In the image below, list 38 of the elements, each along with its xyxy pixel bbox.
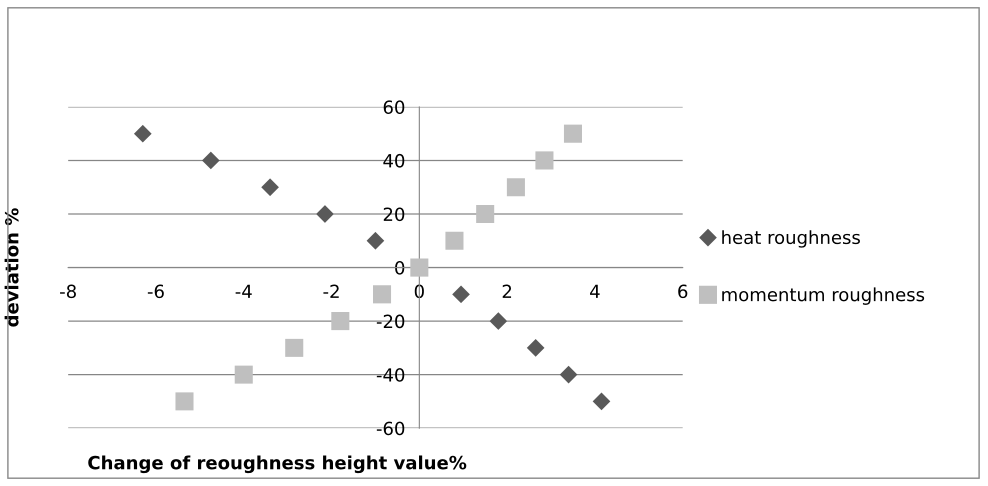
y-tick-label: -60 bbox=[376, 422, 404, 436]
x-tick-label: 6 bbox=[678, 284, 688, 298]
y-tick-label: 60 bbox=[384, 100, 404, 114]
y-tick-label: -40 bbox=[376, 368, 404, 382]
x-tick-label: -8 bbox=[60, 284, 76, 298]
point bbox=[535, 151, 554, 170]
x-tick-label: 4 bbox=[590, 284, 600, 298]
point bbox=[527, 339, 544, 356]
point bbox=[331, 312, 350, 330]
point bbox=[175, 392, 194, 410]
y-tick-label: 20 bbox=[384, 207, 404, 222]
point bbox=[592, 392, 610, 410]
point bbox=[445, 232, 464, 250]
point bbox=[134, 125, 152, 142]
point bbox=[366, 232, 384, 250]
point bbox=[202, 152, 220, 170]
x-tick-label: 0 bbox=[414, 284, 424, 298]
point bbox=[452, 286, 470, 303]
point bbox=[316, 205, 334, 223]
x-tick-label: -4 bbox=[236, 284, 252, 298]
point bbox=[490, 312, 507, 330]
point bbox=[262, 178, 279, 196]
point bbox=[506, 178, 525, 196]
point bbox=[476, 204, 494, 224]
x-tick-label: -2 bbox=[323, 284, 339, 298]
y-tick-label: -20 bbox=[376, 314, 404, 328]
point bbox=[410, 258, 428, 277]
point bbox=[560, 366, 578, 384]
x-axis-title: Change of reoughness height value% bbox=[88, 455, 466, 474]
point bbox=[285, 338, 304, 357]
point bbox=[234, 366, 253, 384]
legend-label: momentum roughness bbox=[722, 287, 924, 305]
point bbox=[564, 124, 582, 143]
x-tick-label: -6 bbox=[148, 284, 164, 298]
x-tick-label: 2 bbox=[502, 284, 512, 298]
y-tick-label: 40 bbox=[383, 154, 404, 168]
point bbox=[372, 285, 392, 304]
legend-label: heat roughness bbox=[722, 230, 860, 248]
